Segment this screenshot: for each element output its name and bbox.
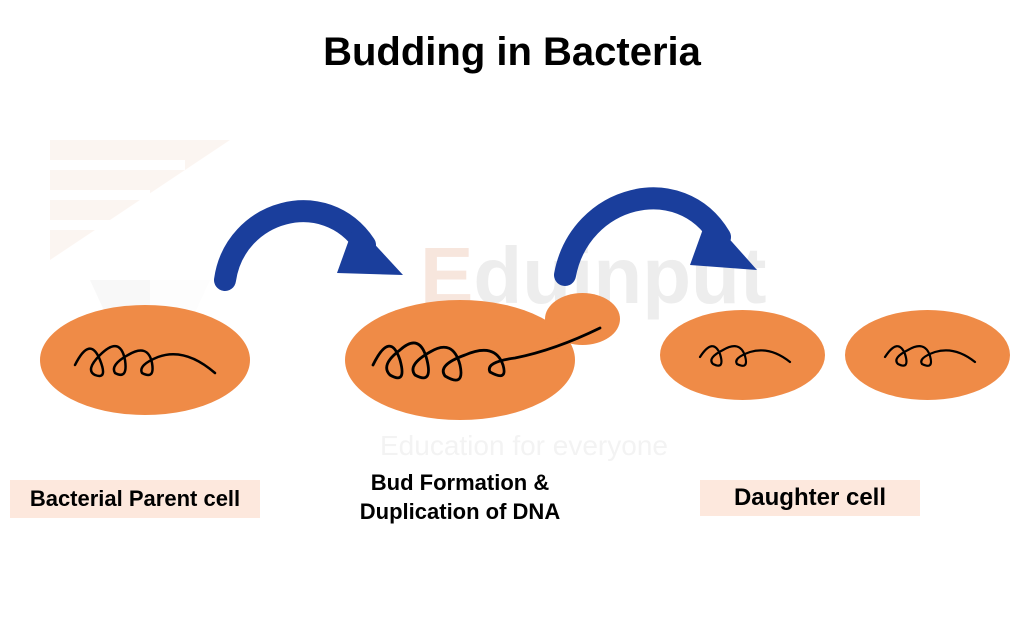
diagram-title: Budding in Bacteria: [0, 30, 1024, 75]
label-bud-formation: Bud Formation & Duplication of DNA: [340, 465, 580, 530]
watermark-tagline: Education for everyone: [380, 430, 668, 462]
parent-cell: [40, 305, 250, 415]
arrow-parent-to-bud: [205, 175, 405, 320]
arrow-bud-to-daughter: [545, 165, 760, 310]
daughter-cell-a: [660, 310, 825, 400]
label-parent-cell: Bacterial Parent cell: [10, 480, 260, 518]
label-daughter-cell: Daughter cell: [700, 480, 920, 516]
daughter-cell-b: [845, 310, 1010, 400]
